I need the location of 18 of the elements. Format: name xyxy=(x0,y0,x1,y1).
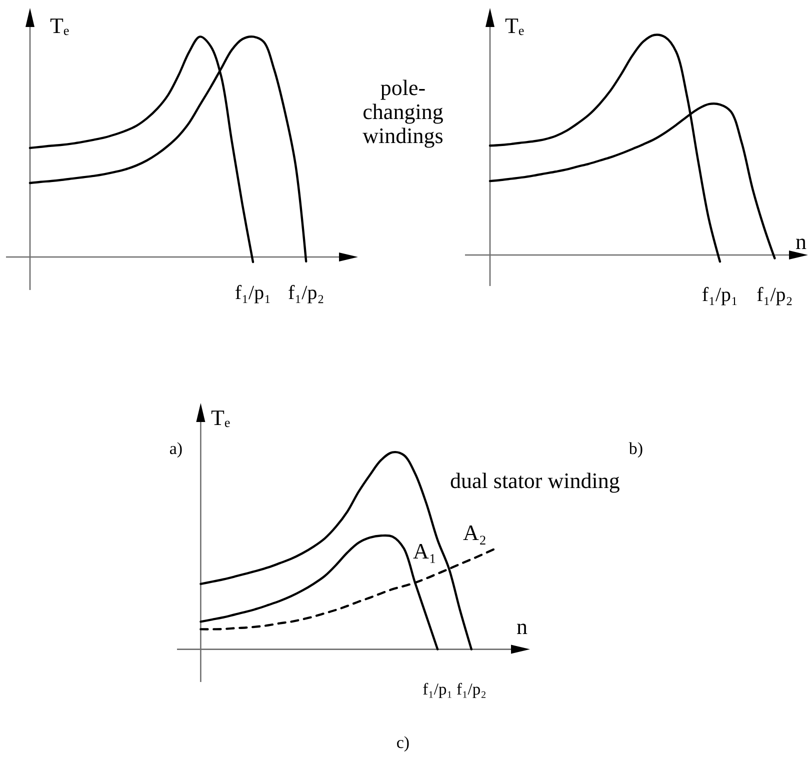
y-axis-title: Tₑ xyxy=(211,405,230,430)
y-axis-title: Tₑ xyxy=(50,13,70,38)
x-tick-label: f₁/p₂ xyxy=(288,282,324,304)
x-axis-title: n xyxy=(796,229,806,254)
text: c) xyxy=(396,733,410,752)
x-tick-label: f₁/p₁ xyxy=(702,284,738,306)
text: a) xyxy=(169,439,183,458)
annotation: A₂ xyxy=(463,520,487,545)
x-tick-label: f₁/p₁ xyxy=(234,282,272,304)
x-tick-label: f₁/p₁ xyxy=(422,679,453,698)
annotation: A₁ xyxy=(413,538,437,564)
text: pole-changing windings xyxy=(362,75,444,148)
x-axis-title: n xyxy=(516,614,528,639)
y-axis-title: Tₑ xyxy=(505,13,524,38)
annotation: dual stator winding xyxy=(450,468,620,493)
x-tick-label: f₁/p₂ xyxy=(756,284,793,306)
x-tick-label: f₁/p₂ xyxy=(456,679,486,698)
text: b) xyxy=(628,439,644,458)
